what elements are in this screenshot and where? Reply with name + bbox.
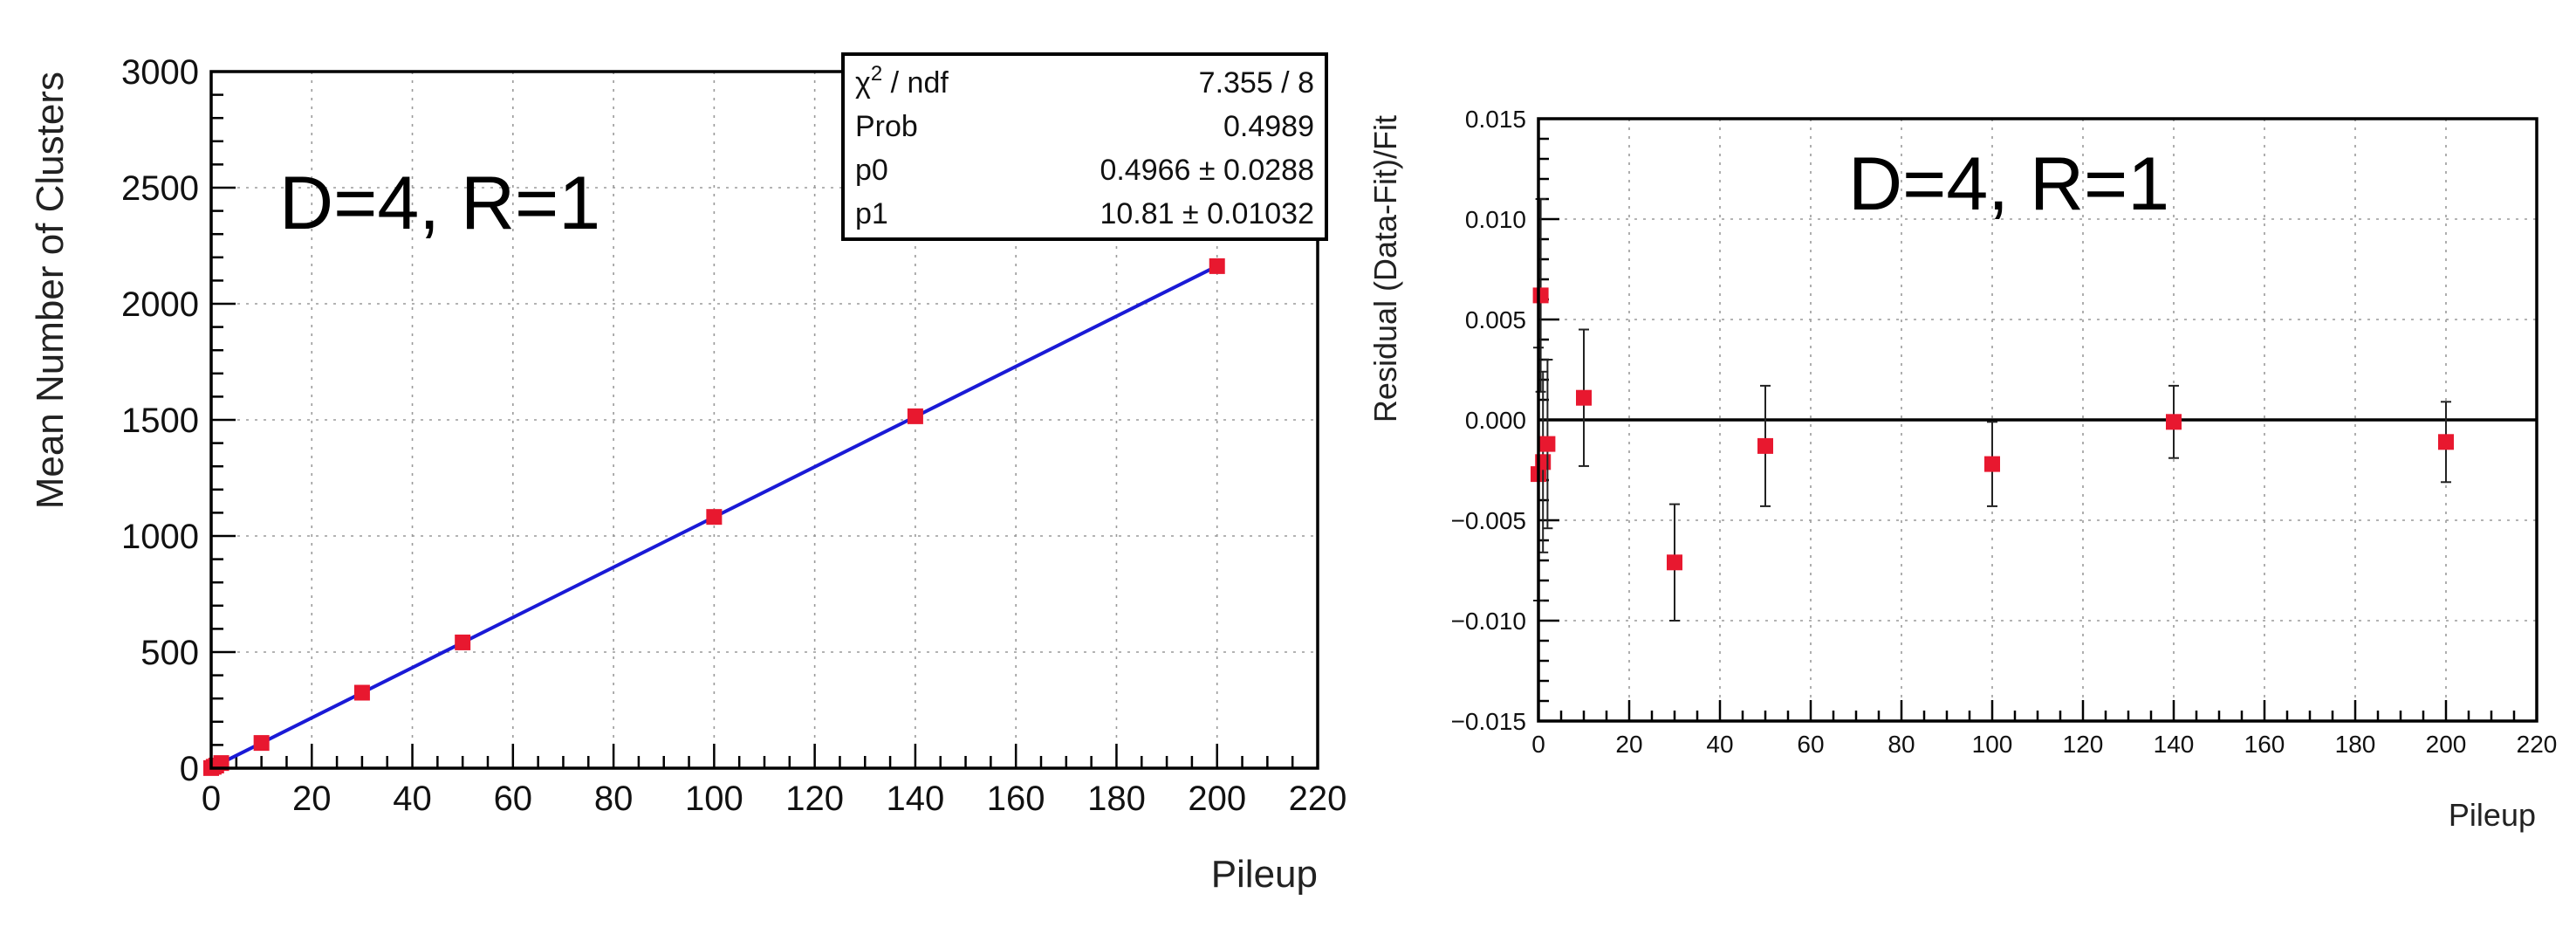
x-tick-label: 40 bbox=[1706, 731, 1733, 758]
data-point bbox=[907, 408, 923, 424]
y-tick-label: 1000 bbox=[121, 518, 199, 556]
data-point bbox=[1984, 456, 2000, 472]
x-tick-label: 200 bbox=[1188, 780, 1246, 818]
x-tick-label: 20 bbox=[1615, 731, 1642, 758]
x-tick-label: 20 bbox=[292, 780, 332, 818]
x-axis-label: Pileup bbox=[1211, 853, 1318, 896]
y-tick-label: 0 bbox=[180, 750, 199, 788]
y-axis-label: Residual (Data-Fit)/Fit bbox=[1367, 115, 1403, 422]
x-tick-label: 120 bbox=[2063, 731, 2104, 758]
x-tick-label: 80 bbox=[594, 780, 634, 818]
right-chart: 0 20 40 60 80 100 120 140 160 180 200 220 −0.015 −0.0… bbox=[1367, 106, 2557, 833]
y-tick-label: 0.000 bbox=[1465, 407, 1526, 434]
stats-value: 0.4989 bbox=[1223, 110, 1314, 143]
left-chart: 0 20 40 60 80 100 120 140 160 180 200 220 0 500 1000 15… bbox=[29, 52, 1347, 896]
x-tick-label: 120 bbox=[785, 780, 844, 818]
y-tick-label: 0.015 bbox=[1465, 106, 1526, 133]
y-tick-label: 2500 bbox=[121, 169, 199, 208]
y-tick-label: 0.005 bbox=[1465, 306, 1526, 333]
x-tick-label: 220 bbox=[2517, 731, 2558, 758]
x-tick-label: 200 bbox=[2426, 731, 2467, 758]
data-point bbox=[1667, 554, 1682, 571]
data-point bbox=[1576, 389, 1592, 406]
x-tick-label: 0 bbox=[202, 780, 221, 818]
x-tick-label: 0 bbox=[1531, 731, 1545, 758]
x-tick-label: 180 bbox=[1087, 780, 1146, 818]
data-point bbox=[1209, 258, 1225, 274]
stats-box: χ2 / ndf 7.355 / 8 Prob 0.4989 p0 0.4966 ± 0.… bbox=[841, 52, 1328, 241]
data-point bbox=[455, 634, 471, 650]
x-tick-label: 180 bbox=[2335, 731, 2376, 758]
data-point bbox=[2166, 414, 2182, 430]
annotation-label: D=4, R=1 bbox=[1848, 142, 2169, 226]
y-tick-label: 1500 bbox=[121, 402, 199, 440]
x-axis-label: Pileup bbox=[2449, 797, 2536, 833]
data-point bbox=[1757, 437, 1773, 454]
y-tick-label: −0.015 bbox=[1451, 708, 1526, 735]
x-tick-label: 160 bbox=[987, 780, 1045, 818]
annotation-label: D=4, R=1 bbox=[279, 161, 600, 245]
data-point bbox=[2438, 434, 2454, 450]
x-tick-label: 140 bbox=[887, 780, 945, 818]
y-tick-label: 0.010 bbox=[1465, 206, 1526, 233]
data-point bbox=[353, 684, 370, 701]
x-tick-label: 60 bbox=[494, 780, 533, 818]
y-axis-label: Mean Number of Clusters bbox=[29, 72, 72, 509]
x-tick-label: 100 bbox=[685, 780, 743, 818]
x-tick-label: 60 bbox=[1797, 731, 1824, 758]
x-tick-label: 100 bbox=[1972, 731, 2013, 758]
stats-box-frame bbox=[841, 52, 1328, 241]
y-tick-label: 500 bbox=[140, 634, 199, 672]
stats-value: 10.81 ± 0.01032 bbox=[1100, 197, 1314, 230]
stats-label: Prob bbox=[855, 110, 918, 143]
stats-label: p1 bbox=[855, 197, 888, 230]
y-tick-label: 3000 bbox=[121, 53, 199, 92]
stats-label: p0 bbox=[855, 154, 888, 187]
x-tick-label: 40 bbox=[393, 780, 432, 818]
data-point bbox=[1532, 287, 1549, 304]
data-point bbox=[253, 735, 270, 752]
x-tick-label: 160 bbox=[2244, 731, 2285, 758]
plot-frame bbox=[1537, 117, 2538, 723]
plot-frame bbox=[209, 70, 1319, 770]
stats-value: 0.4966 ± 0.0288 bbox=[1100, 154, 1314, 187]
data-point bbox=[706, 509, 723, 526]
x-tick-label: 220 bbox=[1289, 780, 1347, 818]
data-point bbox=[1539, 436, 1556, 452]
x-tick-label: 80 bbox=[1887, 731, 1915, 758]
y-tick-label: 2000 bbox=[121, 285, 199, 324]
stats-label: χ2 / ndf bbox=[855, 62, 949, 100]
x-tick-label: 140 bbox=[2154, 731, 2195, 758]
y-tick-label: −0.005 bbox=[1451, 507, 1526, 534]
y-tick-label: −0.010 bbox=[1451, 608, 1526, 635]
stats-value: 7.355 / 8 bbox=[1199, 66, 1314, 100]
